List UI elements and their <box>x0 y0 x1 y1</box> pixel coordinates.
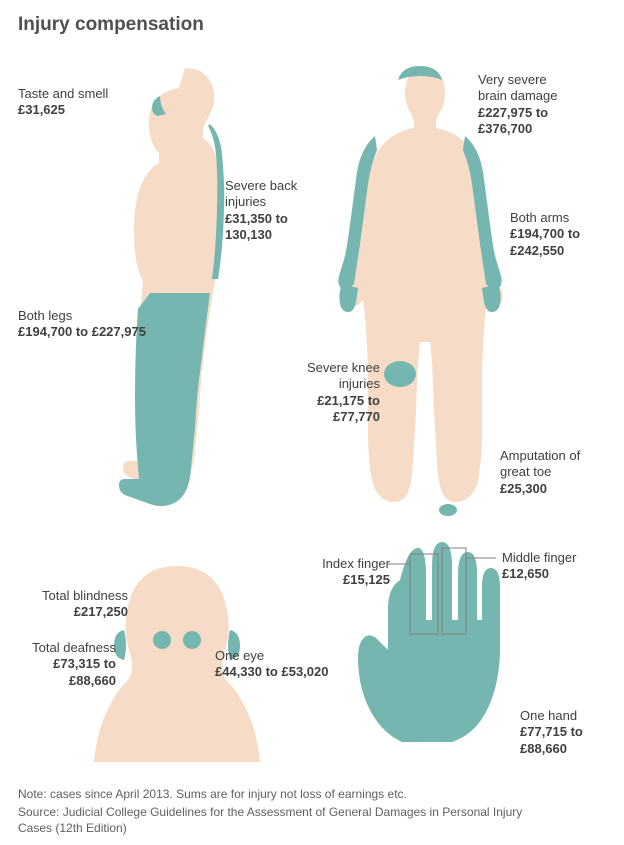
infographic-container: Injury compensation <box>0 0 624 845</box>
label-middle-finger: Middle finger £12,650 <box>502 550 576 583</box>
figure-side-profile <box>100 58 270 508</box>
label-toe: Amputation of great toe £25,300 <box>500 448 600 497</box>
note-line2: Source: Judicial College Guidelines for … <box>18 804 538 836</box>
page-title: Injury compensation <box>18 14 204 36</box>
label-back: Severe back injuries £31,350 to 130,130 <box>225 178 305 243</box>
label-knee: Severe knee injuries £21,175 to £77,770 <box>300 360 380 425</box>
label-legs: Both legs £194,700 to £227,975 <box>18 308 146 341</box>
label-blindness: Total blindness £217,250 <box>18 588 128 621</box>
label-brain: Very severe brain damage £227,975 to £37… <box>478 72 578 137</box>
label-arms: Both arms £194,700 to £242,550 <box>510 210 624 259</box>
label-one-eye: One eye £44,330 to £53,020 <box>215 648 328 681</box>
label-hand: One hand £77,715 to £88,660 <box>520 708 624 757</box>
label-index-finger: Index finger £15,125 <box>312 556 390 589</box>
label-taste-smell: Taste and smell £31,625 <box>18 86 108 119</box>
label-deafness: Total deafness £73,315 to £88,660 <box>8 640 116 689</box>
note-line1: Note: cases since April 2013. Sums are f… <box>18 786 407 802</box>
